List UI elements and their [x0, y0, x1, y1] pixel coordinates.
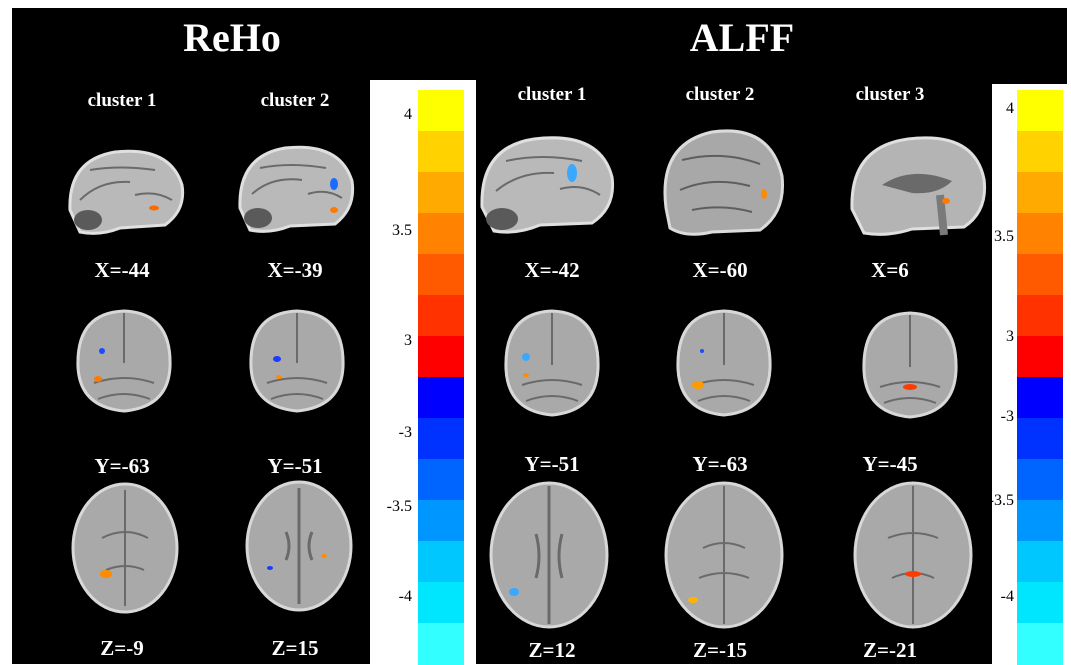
alff-cluster-2-label: cluster 2 — [685, 84, 755, 105]
alff-title: ALFF — [689, 15, 795, 60]
reho-tick-4: 4 — [404, 106, 412, 123]
alff-cluster-3-label: cluster 3 — [855, 84, 925, 105]
alff-cluster-1-label: cluster 1 — [517, 84, 587, 105]
alff-tick-4: 4 — [1006, 100, 1014, 117]
alff-c1-coronal-coord: Y=-51 — [524, 452, 580, 476]
reho-c1-sagittal-slice — [60, 140, 190, 240]
colorbar-swatch — [1017, 500, 1063, 542]
colorbar-swatch — [1017, 582, 1063, 624]
alff-tick-3-5: 3.5 — [994, 228, 1014, 245]
colorbar-swatch — [418, 213, 464, 255]
reho-c1-axial-coord: Z=-9 — [100, 636, 144, 660]
reho-c2-axial-coord: Z=15 — [271, 636, 319, 660]
alff-c1-axial-coord: Z=12 — [528, 638, 576, 662]
reho-tick-neg-3: -3 — [398, 424, 412, 441]
colorbar-swatch — [418, 459, 464, 501]
reho-tick-3: 3 — [404, 332, 412, 349]
colorbar-swatch — [1017, 213, 1063, 255]
colorbar-swatch — [418, 131, 464, 173]
reho-tick-3-5: 3.5 — [392, 222, 412, 239]
alff-tick-neg-3: -3 — [1000, 408, 1014, 425]
reho-title: ReHo — [183, 15, 281, 60]
colorbar-swatch — [1017, 377, 1063, 419]
reho-cluster-1-label: cluster 1 — [87, 90, 157, 111]
alff-c1-coronal-slice — [492, 303, 612, 421]
alff-c2-sagittal-slice — [652, 120, 792, 242]
reho-tick-neg-4: -4 — [398, 588, 412, 605]
colorbar-swatch — [418, 336, 464, 378]
reho-c1-axial-slice — [66, 478, 184, 618]
alff-c2-sagittal-coord: X=-60 — [692, 258, 748, 282]
alff-c1-sagittal-coord: X=-42 — [524, 258, 580, 282]
colorbar-swatch — [418, 172, 464, 214]
colorbar-swatch — [418, 582, 464, 624]
colorbar-swatch — [418, 254, 464, 296]
alff-c2-coronal-coord: Y=-63 — [692, 452, 748, 476]
reho-c2-sagittal-coord: X=-39 — [267, 258, 323, 282]
colorbar-swatch — [1017, 254, 1063, 296]
colorbar-swatch — [418, 541, 464, 583]
colorbar-swatch — [1017, 295, 1063, 337]
colorbar-swatch — [418, 500, 464, 542]
reho-c2-axial-slice — [240, 476, 358, 616]
reho-c2-coronal-coord: Y=-51 — [267, 454, 323, 478]
alff-c2-axial-slice — [659, 478, 789, 633]
colorbar-swatch — [1017, 172, 1063, 214]
alff-c2-coronal-slice — [664, 303, 784, 421]
colorbar-swatch — [418, 418, 464, 460]
alff-c1-axial-slice — [484, 478, 614, 633]
alff-c3-axial-coord: Z=-21 — [863, 638, 917, 662]
reho-colorbar — [418, 90, 464, 665]
reho-c2-sagittal-slice — [230, 136, 360, 240]
alff-tick-3: 3 — [1006, 328, 1014, 345]
colorbar-swatch — [1017, 90, 1063, 132]
reho-tick-neg-3-5: -3.5 — [386, 498, 412, 515]
alff-c3-axial-slice — [848, 478, 978, 633]
alff-c3-coronal-coord: Y=-45 — [862, 452, 918, 476]
reho-c1-coronal-coord: Y=-63 — [94, 454, 150, 478]
alff-tick-neg-3-5: -3.5 — [988, 492, 1014, 509]
alff-c2-axial-coord: Z=-15 — [693, 638, 747, 662]
alff-c3-sagittal-coord: X=6 — [871, 258, 909, 282]
alff-tick-neg-4: -4 — [1000, 588, 1014, 605]
colorbar-swatch — [1017, 336, 1063, 378]
colorbar-swatch — [418, 90, 464, 132]
alff-c3-coronal-slice — [850, 305, 970, 423]
colorbar-swatch — [1017, 131, 1063, 173]
reho-c2-coronal-slice — [237, 303, 357, 418]
figure-panel: ReHo ALFF cluster 1 cluster 2 cluster 1 … — [12, 8, 1067, 665]
reho-c1-sagittal-coord: X=-44 — [94, 258, 150, 282]
colorbar-swatch — [1017, 418, 1063, 460]
alff-c1-sagittal-slice — [472, 125, 622, 240]
alff-c3-sagittal-slice — [842, 125, 992, 243]
colorbar-swatch — [1017, 459, 1063, 501]
colorbar-swatch — [418, 623, 464, 665]
colorbar-swatch — [1017, 541, 1063, 583]
alff-colorbar — [1017, 90, 1063, 665]
colorbar-swatch — [418, 377, 464, 419]
reho-cluster-2-label: cluster 2 — [260, 90, 330, 111]
colorbar-swatch — [1017, 623, 1063, 665]
colorbar-swatch — [418, 295, 464, 337]
reho-c1-coronal-slice — [64, 303, 184, 418]
